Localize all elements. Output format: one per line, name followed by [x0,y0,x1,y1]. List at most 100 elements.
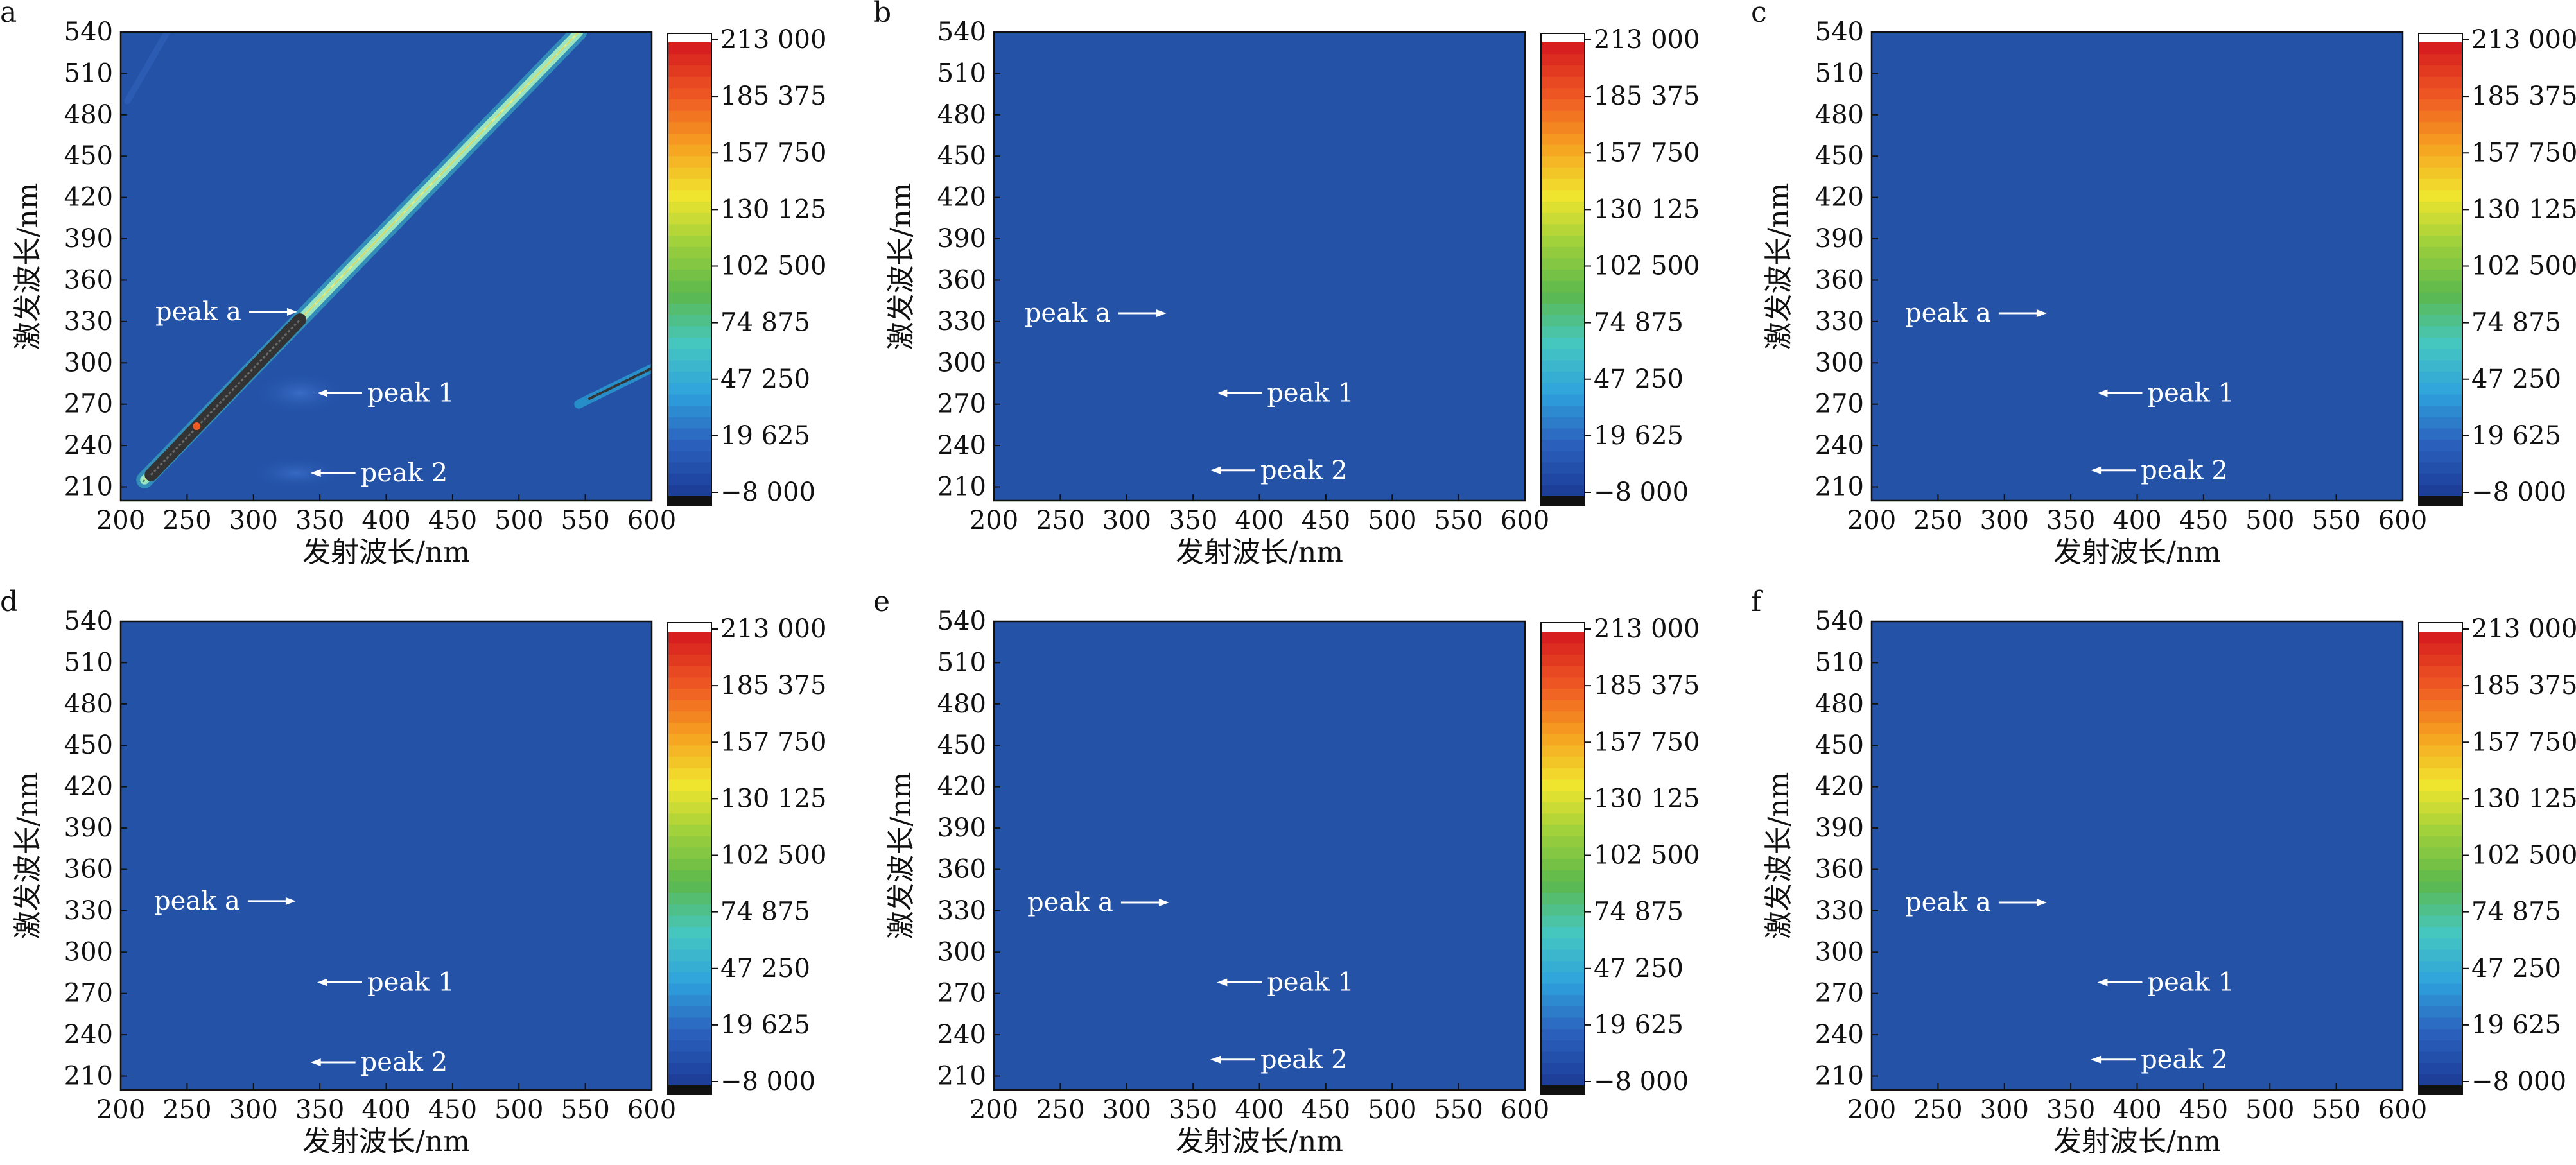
colorbar-step [1541,315,1585,327]
peak-region [252,371,349,415]
colorbar-step [1541,1051,1585,1064]
colorbar-step [2419,246,2462,259]
colorbar-step [668,280,711,293]
peak-arrow-head [285,897,296,905]
colorbar-step [2419,76,2462,89]
colorbar-step [1541,700,1585,712]
y-tick-label: 510 [64,58,113,88]
y-tick-label: 270 [64,390,113,419]
y-tick-label: 450 [1815,141,1864,171]
y-tick-label: 480 [64,100,113,130]
y-tick-label: 510 [64,648,113,677]
y-tick-label: 450 [64,141,113,171]
y-tick-label: 240 [1815,431,1864,460]
colorbar-step [2419,121,2462,134]
panel-label: d [0,585,18,618]
colorbar-top-cap [2419,623,2462,632]
y-tick-label: 480 [1815,689,1864,719]
y-tick-label: 390 [1815,813,1864,843]
colorbar-frame [1540,33,1585,506]
colorbar-tick-label: −8 000 [1594,478,1689,507]
colorbar-step [2419,383,2462,395]
colorbar-step [1541,280,1585,293]
colorbar-tick-label: 130 125 [720,784,826,813]
y-tick-label: 300 [64,348,113,377]
colorbar-step [668,485,711,497]
colorbar-step [1541,666,1585,678]
colorbar-step [668,847,711,859]
colorbar-step [2419,291,2462,304]
y-tick-label: 450 [64,730,113,760]
x-tick-label: 550 [1434,1095,1483,1125]
colorbar-step [2419,359,2462,372]
colorbar-step [668,291,711,304]
colorbar-step [1541,462,1585,474]
colorbar-step [1541,802,1585,814]
x-tick-label: 300 [229,1095,278,1125]
colorbar-step [668,892,711,904]
y-tick-label: 360 [1815,854,1864,884]
y-axis-label: 激发波长/nm [12,772,44,940]
y-tick-label: 330 [937,307,986,336]
x-tick-label: 500 [1368,506,1416,535]
colorbar-step [1541,303,1585,315]
peak-label: peak 1 [367,379,455,408]
colorbar-tick-label: 213 000 [720,614,826,644]
colorbar-step [668,1051,711,1064]
colorbar-tick-label: 130 125 [2471,784,2576,813]
colorbar-step [2419,1040,2462,1052]
x-tick-label: 350 [295,1095,344,1125]
colorbar-step [668,349,711,361]
colorbar-step [2419,994,2462,1006]
colorbar-tick-label: 185 375 [1594,671,1700,700]
colorbar-step [1541,632,1585,644]
peak-arrow-head [1156,309,1167,317]
y-tick-label: 540 [1815,17,1864,47]
colorbar-step [668,983,711,996]
colorbar-tick-label: 74 875 [720,308,810,338]
peak-label: peak 2 [1260,1045,1348,1074]
colorbar-step [2419,87,2462,99]
colorbar-step [668,383,711,395]
plot-area [124,32,652,490]
colorbar-step [1541,257,1585,270]
y-tick-label: 480 [1815,100,1864,130]
colorbar-tick-label: 130 125 [2471,194,2576,224]
colorbar-step [2419,462,2462,474]
y-tick-label: 420 [1815,183,1864,212]
diagonal-dense-contours [144,313,307,481]
x-tick-label: 200 [970,1095,1018,1125]
y-tick-label: 510 [937,648,986,677]
colorbar-step [2419,836,2462,848]
peak-label: peak 2 [361,458,448,488]
colorbar-step [2419,1074,2462,1086]
colorbar-step [1541,189,1585,202]
colorbar-step [2419,892,2462,904]
peak-arrow-head [1217,978,1228,987]
x-tick-label: 500 [2245,1095,2294,1125]
colorbar-step [668,802,711,814]
colorbar-step [1541,65,1585,77]
x-tick-label: 250 [1036,506,1084,535]
y-tick-label: 210 [937,472,986,502]
colorbar-step [2419,325,2462,338]
colorbar-step [668,87,711,99]
plot-background [1872,621,2403,1090]
peak-label: peak a [1025,298,1111,328]
colorbar-step [2419,133,2462,145]
colorbar-step [1541,133,1585,145]
colorbar-step [1541,1074,1585,1086]
colorbar-tick-label: 47 250 [720,954,810,983]
plot-background [994,32,1525,501]
y-tick-label: 300 [64,937,113,967]
colorbar-step [668,722,711,734]
colorbar-step [668,972,711,984]
colorbar-step [2419,677,2462,689]
plot-background [1872,32,2403,501]
colorbar-top-cap [1541,623,1585,632]
colorbar-step [2419,824,2462,836]
colorbar-step [668,201,711,213]
colorbar-step [2419,632,2462,644]
colorbar-step [668,960,711,972]
colorbar-step [2419,734,2462,746]
